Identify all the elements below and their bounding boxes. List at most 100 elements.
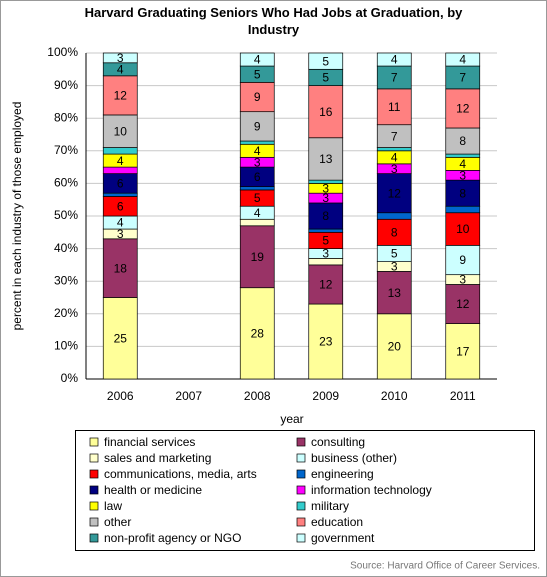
data-label: 7 (391, 129, 398, 143)
bar-segment (308, 228, 344, 233)
data-label: 4 (459, 53, 466, 67)
legend-label: other (104, 515, 131, 529)
y-tick-label: 0% (61, 371, 79, 385)
data-label: 3 (322, 247, 329, 261)
bar-segment (308, 264, 344, 305)
data-label: 5 (254, 67, 261, 81)
bar-segment (445, 284, 481, 324)
data-label: 6 (117, 177, 124, 191)
data-label: 6 (254, 170, 261, 184)
bar-segment (445, 153, 481, 158)
bar-segment (102, 52, 138, 64)
bar-segment (376, 88, 412, 126)
data-label: 9 (459, 253, 466, 267)
x-tick-label: 2010 (381, 389, 408, 403)
bar-segment (376, 212, 412, 220)
legend-label: military (311, 499, 349, 513)
bar-segment (445, 52, 481, 67)
data-label: 4 (254, 144, 261, 158)
bar-segment (239, 218, 275, 227)
data-label: 3 (459, 273, 466, 287)
x-tick-label: 2007 (175, 389, 202, 403)
data-label: 18 (114, 261, 128, 275)
y-tick-label: 40% (54, 241, 78, 255)
data-label: 3 (459, 168, 466, 182)
bar-segment (445, 244, 481, 276)
y-tick-label: 100% (47, 45, 78, 59)
bar-segment (239, 225, 275, 289)
data-label: 16 (319, 105, 333, 119)
bar-segment (445, 323, 481, 380)
x-tick-label: 2008 (244, 389, 271, 403)
data-label: 5 (322, 71, 329, 85)
bar-segment (239, 186, 275, 191)
bar-segment (102, 166, 138, 174)
legend-label: consulting (311, 435, 365, 449)
data-label: 4 (391, 150, 398, 164)
legend-label: communications, media, arts (104, 467, 257, 481)
bar-segment (102, 297, 138, 380)
legend-label: education (311, 515, 363, 529)
data-label: 3 (117, 51, 124, 65)
chart-title: Harvard Graduating Seniors Who Had Jobs … (84, 5, 463, 37)
legend-swatch (296, 469, 306, 479)
bar-segment (376, 52, 412, 67)
legend-swatch (89, 517, 99, 527)
data-label: 3 (322, 181, 329, 195)
x-tick-label: 2011 (450, 389, 476, 403)
y-tick-label: 80% (54, 110, 78, 124)
data-label: 7 (459, 71, 466, 85)
data-label: 3 (391, 162, 398, 176)
legend-label: government (311, 531, 375, 545)
data-label: 5 (391, 247, 398, 261)
data-label: 10 (114, 124, 128, 138)
y-axis-label: percent in each industry of those employ… (10, 102, 24, 331)
y-tick-label: 30% (54, 273, 78, 287)
x-tick-label: 2009 (312, 389, 339, 403)
data-label: 3 (254, 155, 261, 169)
bar-segment (308, 52, 344, 70)
legend-swatch (296, 501, 306, 511)
legend-swatch (296, 437, 306, 447)
data-label: 8 (391, 225, 398, 239)
data-label: 4 (117, 62, 124, 76)
y-tick-label: 90% (54, 78, 78, 92)
bar-segment (102, 192, 138, 197)
legend-swatch (89, 469, 99, 479)
legend-label: sales and marketing (104, 451, 211, 465)
bar-segment (445, 127, 481, 155)
source: Source: Harvard Office of Career Service… (350, 561, 540, 572)
data-label: 8 (459, 134, 466, 148)
legend-label: financial services (104, 435, 195, 449)
data-label: 12 (456, 297, 470, 311)
bar-segment (308, 137, 344, 181)
bar-segment (308, 85, 344, 139)
bar-segment (239, 111, 275, 142)
data-label: 3 (322, 191, 329, 205)
x-tick-label: 2006 (107, 389, 134, 403)
data-label: 3 (391, 260, 398, 274)
legend-label: business (other) (311, 451, 397, 465)
data-label: 12 (319, 278, 333, 292)
legend-swatch (296, 453, 306, 463)
data-label: 5 (254, 191, 261, 205)
data-label: 4 (254, 53, 261, 67)
bar-segment (445, 205, 481, 214)
data-label: 8 (322, 209, 329, 223)
data-label: 4 (254, 206, 261, 220)
legend-label: health or medicine (104, 483, 202, 497)
y-tick-label: 50% (54, 208, 78, 222)
data-label: 12 (388, 186, 402, 200)
data-label: 9 (254, 120, 261, 134)
legend-label: non-profit agency or NGO (104, 531, 241, 545)
data-label: 5 (322, 234, 329, 248)
bar-segment (102, 75, 138, 116)
y-tick-label: 10% (54, 339, 78, 353)
data-label: 13 (319, 152, 333, 166)
data-label: 4 (117, 154, 124, 168)
data-label: 12 (114, 89, 128, 103)
bar-segment (376, 313, 412, 380)
bar-segment (376, 218, 412, 246)
y-tick-label: 70% (54, 143, 78, 157)
